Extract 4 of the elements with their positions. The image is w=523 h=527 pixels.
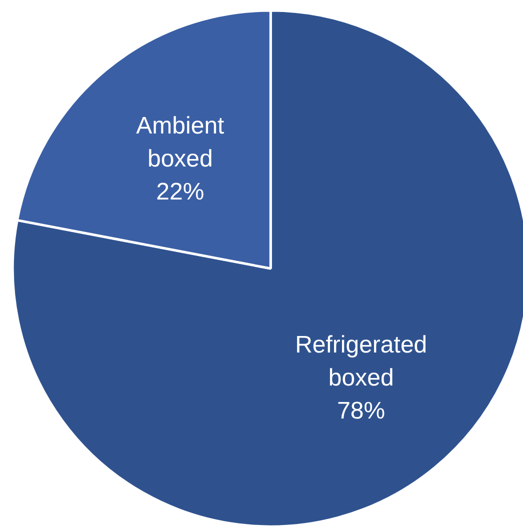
- slice-label: Ambient boxed: [136, 112, 225, 173]
- data-label: 22%: [156, 178, 204, 206]
- slice-label: Refrigerated boxed: [295, 331, 428, 392]
- data-label: 78%: [337, 397, 386, 424]
